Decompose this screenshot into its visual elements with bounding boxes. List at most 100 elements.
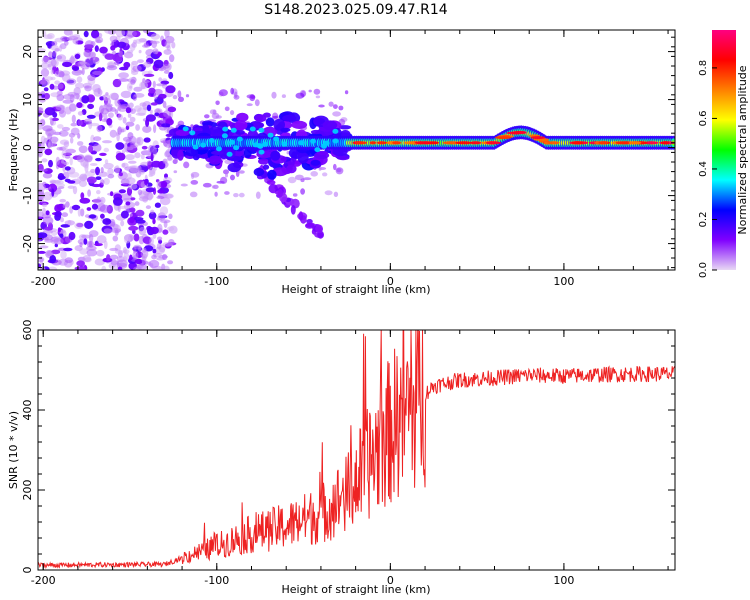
- noise-speckle: [57, 227, 62, 233]
- noise-speckle: [70, 122, 78, 127]
- spread-speckle: [246, 94, 255, 99]
- noise-speckle: [129, 216, 135, 224]
- noise-speckle: [40, 68, 50, 77]
- noise-speckle: [161, 123, 170, 128]
- noise-speckle: [55, 183, 65, 188]
- noise-speckle: [100, 213, 105, 219]
- spread-blob: [267, 169, 277, 180]
- y-tick-label: 400: [21, 400, 34, 421]
- x-tick-label: 100: [553, 574, 574, 587]
- y-tick-label: -20: [21, 235, 34, 253]
- noise-speckle: [125, 154, 135, 161]
- noise-speckle: [109, 247, 119, 252]
- noise-speckle: [139, 81, 149, 90]
- noise-speckle: [135, 137, 141, 144]
- noise-speckle: [101, 265, 107, 270]
- noise-speckle: [89, 163, 98, 166]
- spread-speckle: [254, 99, 260, 107]
- spread-peak: [314, 147, 321, 153]
- noise-speckle: [68, 171, 80, 178]
- noise-speckle: [150, 160, 162, 168]
- noise-speckle: [76, 76, 83, 83]
- noise-speckle: [128, 225, 139, 231]
- spread-blob: [234, 120, 248, 131]
- colorbar-gradient: [712, 30, 736, 270]
- spread-peak: [230, 127, 237, 133]
- noise-speckle: [106, 65, 118, 71]
- noise-speckle: [63, 161, 69, 166]
- noise-speckle: [48, 51, 53, 58]
- signal-peak: [354, 141, 368, 145]
- signal-peak: [660, 141, 670, 145]
- noise-speckle: [77, 111, 84, 116]
- noise-speckle: [104, 159, 109, 165]
- spread-speckle: [224, 106, 230, 112]
- noise-speckle: [83, 238, 88, 245]
- x-tick-label: 0: [387, 275, 394, 288]
- noise-speckle: [156, 195, 165, 200]
- spread-speckle: [315, 95, 321, 99]
- signal-peak: [369, 141, 377, 145]
- noise-speckle: [145, 205, 151, 210]
- spread-peak: [258, 149, 265, 155]
- noise-speckle: [59, 233, 64, 238]
- spread-blob: [234, 149, 243, 157]
- noise-speckle: [95, 166, 100, 176]
- noise-speckle: [168, 213, 173, 220]
- spread-blob: [251, 121, 265, 129]
- noise-speckle: [91, 30, 100, 39]
- spread-speckle: [271, 115, 279, 119]
- noise-speckle: [115, 30, 126, 38]
- noise-speckle: [69, 157, 73, 166]
- noise-speckle: [49, 255, 57, 264]
- noise-speckle: [164, 193, 174, 199]
- noise-speckle: [60, 35, 69, 42]
- noise-speckle: [89, 122, 100, 127]
- noise-speckle: [82, 255, 92, 263]
- noise-speckle: [113, 61, 120, 65]
- noise-speckle: [133, 93, 145, 98]
- x-tick-label: -100: [204, 574, 229, 587]
- spread-speckle: [225, 172, 228, 178]
- spread-peak: [298, 140, 304, 146]
- signal-peak: [376, 141, 387, 145]
- streak-speckle: [277, 188, 283, 198]
- spread-peak: [226, 151, 233, 157]
- noise-speckle: [61, 212, 69, 218]
- spread-blob: [185, 148, 199, 157]
- snr-ticks: -200 -100 0 100 0 200 400 600: [21, 320, 675, 587]
- noise-speckle: [58, 71, 65, 78]
- spread-speckle: [230, 174, 235, 181]
- noise-speckle: [49, 58, 59, 68]
- noise-speckle: [163, 110, 172, 118]
- noise-speckle: [58, 130, 69, 137]
- spread-speckle: [318, 104, 325, 108]
- streak-speckle: [298, 211, 304, 221]
- spread-peak: [189, 130, 196, 136]
- noise-speckle: [130, 79, 136, 85]
- noise-speckle: [60, 224, 71, 228]
- noise-speckle: [135, 209, 145, 217]
- noise-speckle: [67, 185, 75, 189]
- noise-speckle: [151, 254, 157, 260]
- spread-speckle: [214, 191, 218, 197]
- noise-speckle: [140, 249, 149, 259]
- noise-speckle: [86, 245, 97, 251]
- noise-speckle: [81, 67, 85, 76]
- noise-speckle: [95, 157, 102, 162]
- snr-x-axis-label: Height of straight line (km): [281, 583, 430, 596]
- noise-speckle: [106, 118, 113, 126]
- noise-speckle: [123, 61, 131, 69]
- noise-speckle: [169, 54, 175, 63]
- noise-speckle: [88, 230, 99, 238]
- noise-speckle: [86, 114, 96, 119]
- noise-speckle: [148, 211, 157, 220]
- spread-speckle: [202, 182, 212, 188]
- noise-speckle: [135, 112, 146, 116]
- noise-speckle: [81, 234, 91, 239]
- spread-blob: [273, 118, 286, 131]
- noise-speckle: [57, 175, 66, 180]
- noise-speckle: [148, 173, 153, 177]
- signal-peak: [547, 141, 560, 145]
- spread-blob: [235, 129, 245, 135]
